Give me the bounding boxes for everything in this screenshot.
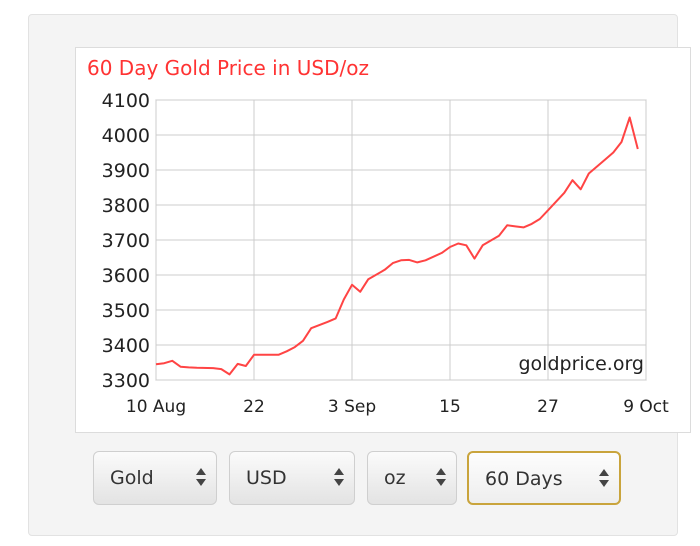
chart-title: 60 Day Gold Price in USD/oz (87, 56, 369, 80)
metal-select-value: Gold (110, 467, 154, 489)
y-tick-label: 3800 (102, 195, 150, 217)
x-tick-label: 9 Oct (623, 397, 669, 417)
chart-panel: 60 Day Gold Price in USD/oz 3300 3400 3500… (28, 14, 691, 536)
period-select[interactable]: 60 Days (467, 451, 621, 505)
y-tick-label: 3400 (102, 335, 150, 357)
unit-select[interactable]: oz (367, 451, 457, 505)
x-tick-label: 10 Aug (126, 397, 186, 417)
y-tick-label: 3500 (102, 300, 150, 322)
currency-select-value: USD (246, 467, 287, 489)
period-select-value: 60 Days (485, 468, 563, 490)
x-tick-label: 15 (439, 397, 461, 417)
y-tick-label: 3900 (102, 160, 150, 182)
watermark: goldprice.org (518, 353, 644, 375)
updown-arrows-icon (436, 466, 446, 488)
y-tick-label: 3700 (102, 230, 150, 252)
y-tick-label: 4000 (102, 125, 150, 147)
x-tick-label: 27 (537, 397, 559, 417)
x-tick-label: 22 (243, 397, 265, 417)
metal-select[interactable]: Gold (93, 451, 217, 505)
y-tick-label: 3600 (102, 265, 150, 287)
chart-box: 60 Day Gold Price in USD/oz 3300 3400 3500… (75, 47, 691, 433)
updown-arrows-icon (334, 466, 344, 488)
updown-arrows-icon (196, 466, 206, 488)
y-tick-label: 4100 (102, 90, 150, 112)
y-tick-label: 3300 (102, 370, 150, 392)
updown-arrows-icon (599, 467, 609, 489)
price-chart: 3300 3400 3500 3600 3700 3800 3900 4000 4100 10 A… (102, 90, 669, 417)
price-line (155, 116, 639, 376)
currency-select[interactable]: USD (229, 451, 355, 505)
unit-select-value: oz (384, 467, 406, 489)
x-tick-label: 3 Sep (328, 397, 376, 417)
